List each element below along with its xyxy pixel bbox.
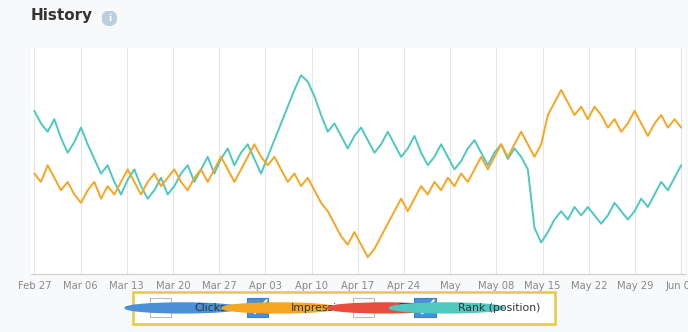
Text: Rank (position): Rank (position) (458, 303, 541, 313)
Bar (247, 298, 268, 317)
Text: Impressions: Impressions (291, 303, 356, 313)
Bar (150, 298, 171, 317)
Bar (414, 298, 436, 317)
FancyBboxPatch shape (133, 292, 555, 324)
Text: i: i (108, 14, 111, 23)
Text: CTR: CTR (397, 303, 418, 313)
Text: Clicks: Clicks (194, 303, 226, 313)
Circle shape (125, 303, 239, 313)
Circle shape (102, 11, 117, 26)
Circle shape (222, 303, 336, 313)
Circle shape (389, 303, 504, 313)
Circle shape (327, 303, 442, 313)
Text: History: History (31, 8, 93, 23)
Bar (353, 298, 374, 317)
